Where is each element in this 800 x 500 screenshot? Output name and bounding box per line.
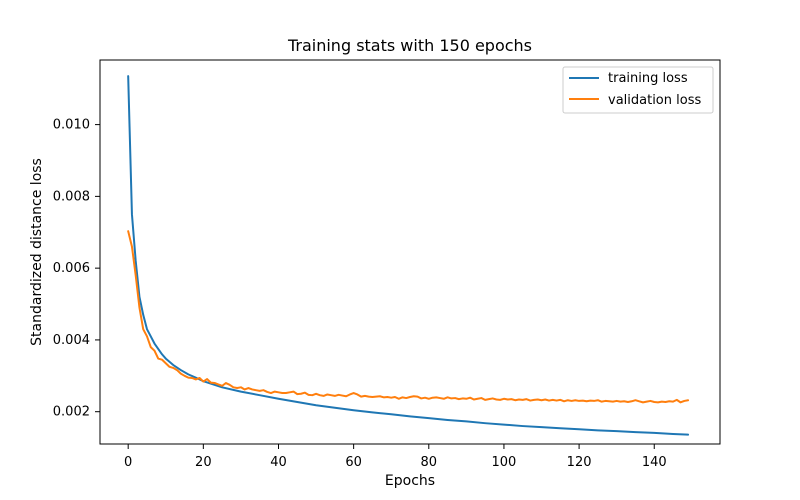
plot-area <box>100 60 720 444</box>
y-tick-label: 0.006 <box>53 261 90 276</box>
plot-frame <box>99 59 721 445</box>
x-tick-label: 60 <box>345 455 362 470</box>
y-tick-label: 0.008 <box>53 189 90 204</box>
legend: training loss validation loss <box>562 66 714 114</box>
x-axis-label: Epochs <box>385 473 435 489</box>
legend-box <box>562 66 714 114</box>
legend-label-validation-loss: validation loss <box>608 93 701 108</box>
y-tick-label: 0.002 <box>53 405 90 420</box>
x-axis: 0 20 40 60 80 100 120 140 <box>124 444 667 470</box>
x-tick-label: 140 <box>642 455 667 470</box>
series-layer <box>127 75 690 436</box>
x-tick-label: 0 <box>124 455 132 470</box>
x-tick-label: 100 <box>492 455 517 470</box>
y-axis: 0.002 0.004 0.006 0.008 0.010 <box>53 118 100 420</box>
x-tick-label: 80 <box>421 455 438 470</box>
chart-title: Training stats with 150 epochs <box>287 36 532 55</box>
legend-label-training-loss: training loss <box>608 71 688 86</box>
y-axis-label: Standardized distance loss <box>29 158 45 346</box>
series-line-validation-loss <box>127 230 690 404</box>
x-tick-label: 120 <box>567 455 592 470</box>
y-tick-label: 0.010 <box>53 118 90 133</box>
series-line-training-loss <box>127 75 690 436</box>
x-tick-label: 40 <box>270 455 287 470</box>
x-tick-label: 20 <box>195 455 212 470</box>
y-tick-label: 0.004 <box>53 333 90 348</box>
